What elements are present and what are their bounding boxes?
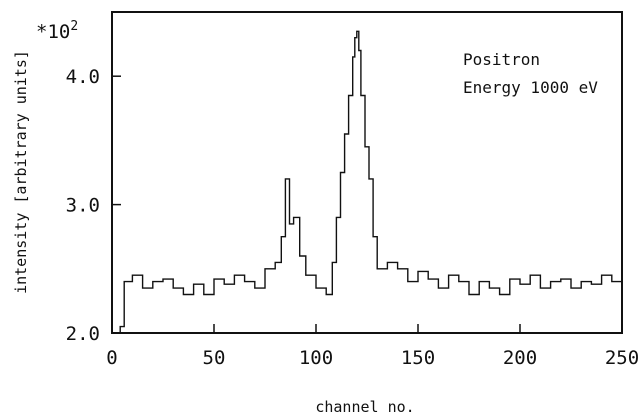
x-tick-label: 100 <box>299 347 333 369</box>
plot-frame <box>111 11 623 334</box>
y-axis-ticks: 2.0 3.0 4.0 <box>66 66 121 345</box>
y-multiplier-exponent: 2 <box>70 19 78 34</box>
y-multiplier-label: *102 <box>36 19 78 43</box>
y-tick-label: 4.0 <box>66 66 100 88</box>
x-tick-label: 200 <box>503 347 537 369</box>
y-axis-label: intensity [arbitrary units] <box>12 50 30 294</box>
y-tick-label: 2.0 <box>66 323 100 345</box>
series-line <box>119 30 622 333</box>
x-tick-label: 50 <box>203 347 226 369</box>
x-tick-label: 250 <box>605 347 639 369</box>
x-tick-label: 150 <box>401 347 435 369</box>
x-tick-label: 0 <box>106 347 117 369</box>
annotation-line-1: Positron <box>463 50 540 69</box>
annotation-line-2: Energy 1000 eV <box>463 78 598 97</box>
x-axis-label: channel no. <box>315 398 414 415</box>
x-axis-ticks: 0 50 100 150 200 250 <box>106 324 639 369</box>
y-tick-label: 3.0 <box>66 195 100 217</box>
